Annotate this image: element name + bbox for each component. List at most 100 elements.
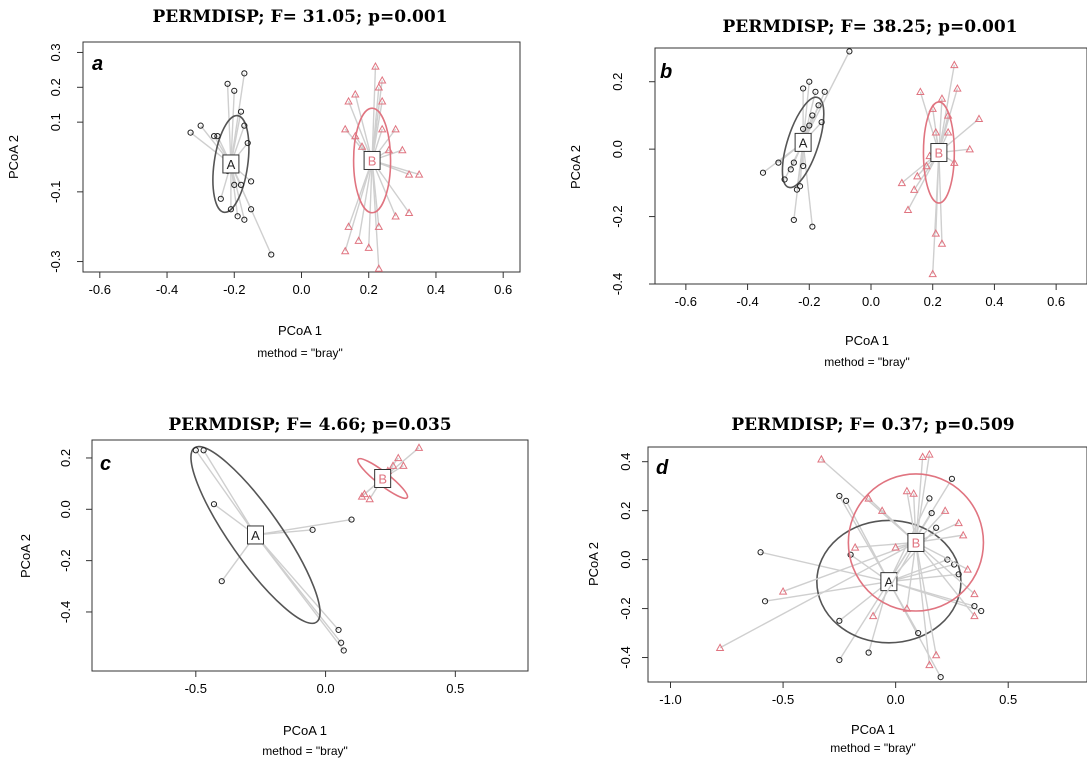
data-point <box>812 88 819 95</box>
x-axis-sublabel: method = "bray" <box>830 741 916 755</box>
centroid-box <box>930 143 948 163</box>
data-point <box>388 461 398 469</box>
x-tick-label: -0.4 <box>736 294 758 309</box>
data-point <box>227 206 235 213</box>
y-tick-label: -0.1 <box>48 181 63 203</box>
data-point <box>800 85 807 92</box>
data-point <box>217 195 224 202</box>
y-tick-label: -0.4 <box>610 273 625 295</box>
y-tick-label: 0.0 <box>618 551 633 569</box>
spoke-line <box>915 542 975 617</box>
data-point <box>374 82 384 91</box>
x-axis-label: PCoA 1 <box>851 722 895 737</box>
spoke-line <box>354 94 373 161</box>
data-point <box>965 144 974 153</box>
chart-title: PERMDISP; F= 4.66; p=0.035 <box>168 415 451 435</box>
data-point <box>836 656 843 664</box>
x-tick-label: 0.0 <box>317 681 335 696</box>
data-point <box>237 108 245 115</box>
y-tick-label: 0.2 <box>618 502 633 520</box>
data-point <box>865 649 872 656</box>
spoke-line <box>254 534 340 631</box>
x-tick-label: -0.6 <box>89 282 111 297</box>
y-axis-label: PCoA 2 <box>586 542 601 586</box>
spoke-line <box>371 101 383 161</box>
x-tick-label: 0.6 <box>494 282 512 297</box>
data-point <box>354 236 363 244</box>
spoke-line <box>915 542 937 656</box>
spoke-line <box>888 573 959 583</box>
data-point <box>817 454 826 463</box>
y-tick-label: 0.4 <box>618 453 633 471</box>
group-b: B <box>340 61 424 272</box>
data-point <box>937 239 947 247</box>
data-point <box>800 162 807 170</box>
data-point <box>970 589 979 598</box>
data-point <box>268 251 275 258</box>
dispersion-ellipse <box>922 101 956 204</box>
data-point <box>955 571 962 578</box>
data-point <box>793 186 801 193</box>
data-point <box>978 607 985 615</box>
data-point <box>309 526 316 533</box>
x-tick-label: 0.5 <box>446 681 464 696</box>
data-point <box>809 112 816 119</box>
y-axis-label: PCoA 2 <box>18 534 33 578</box>
data-point <box>244 139 251 147</box>
x-tick-label: 0.5 <box>999 692 1017 707</box>
spoke-line <box>888 581 942 678</box>
spoke-line <box>371 66 377 161</box>
data-point <box>909 489 918 497</box>
centroid-label: A <box>799 135 808 150</box>
x-axis-sublabel: method = "bray" <box>824 355 910 369</box>
plot-area: AB <box>759 48 984 278</box>
centroid-box <box>222 154 240 174</box>
centroid-label: B <box>378 472 387 487</box>
data-point <box>344 96 353 105</box>
data-point <box>948 475 956 482</box>
y-axis-label: PCoA 2 <box>6 135 21 179</box>
x-tick-label: -0.5 <box>185 681 207 696</box>
data-point <box>891 542 900 551</box>
spoke-line <box>793 142 804 221</box>
data-point <box>414 443 424 451</box>
data-point <box>197 122 204 129</box>
x-axis-sublabel: method = "bray" <box>257 346 343 360</box>
data-point <box>377 75 387 84</box>
data-point <box>909 185 919 193</box>
x-tick-label: -0.4 <box>156 282 178 297</box>
centroid-label: A <box>251 528 260 543</box>
centroid-label: A <box>227 157 236 172</box>
data-point <box>241 216 248 223</box>
data-point <box>958 530 968 539</box>
spoke-line <box>907 152 940 211</box>
y-tick-label: 0.2 <box>610 73 625 91</box>
spoke-line <box>938 152 943 244</box>
plot-area: AB <box>190 443 424 654</box>
group-b: B <box>897 60 984 278</box>
spoke-line <box>932 152 940 274</box>
data-point <box>340 124 350 133</box>
data-point <box>344 222 353 230</box>
dispersion-ellipse <box>352 107 392 214</box>
x-tick-label: -1.0 <box>659 692 681 707</box>
panel-letter: a <box>92 53 103 75</box>
x-tick-label: -0.2 <box>223 282 245 297</box>
spoke-line <box>719 541 917 649</box>
x-tick-label: -0.5 <box>772 692 794 707</box>
spoke-line <box>915 541 969 571</box>
y-tick-label: 0.0 <box>610 140 625 158</box>
spoke-line <box>760 551 890 583</box>
spoke-line <box>368 160 373 248</box>
data-point <box>902 604 912 612</box>
x-tick-label: 0.6 <box>1047 294 1065 309</box>
data-point <box>918 452 927 461</box>
data-point <box>234 213 241 220</box>
data-point <box>351 131 360 140</box>
data-point <box>224 80 231 87</box>
data-point <box>903 205 913 214</box>
data-point <box>357 142 367 150</box>
data-point <box>365 494 374 503</box>
chart-panel-b: PERMDISP; F= 38.25; p=0.001 -0.6 -0.4 -0.2 0… <box>568 17 1087 369</box>
spoke-line <box>906 542 917 609</box>
